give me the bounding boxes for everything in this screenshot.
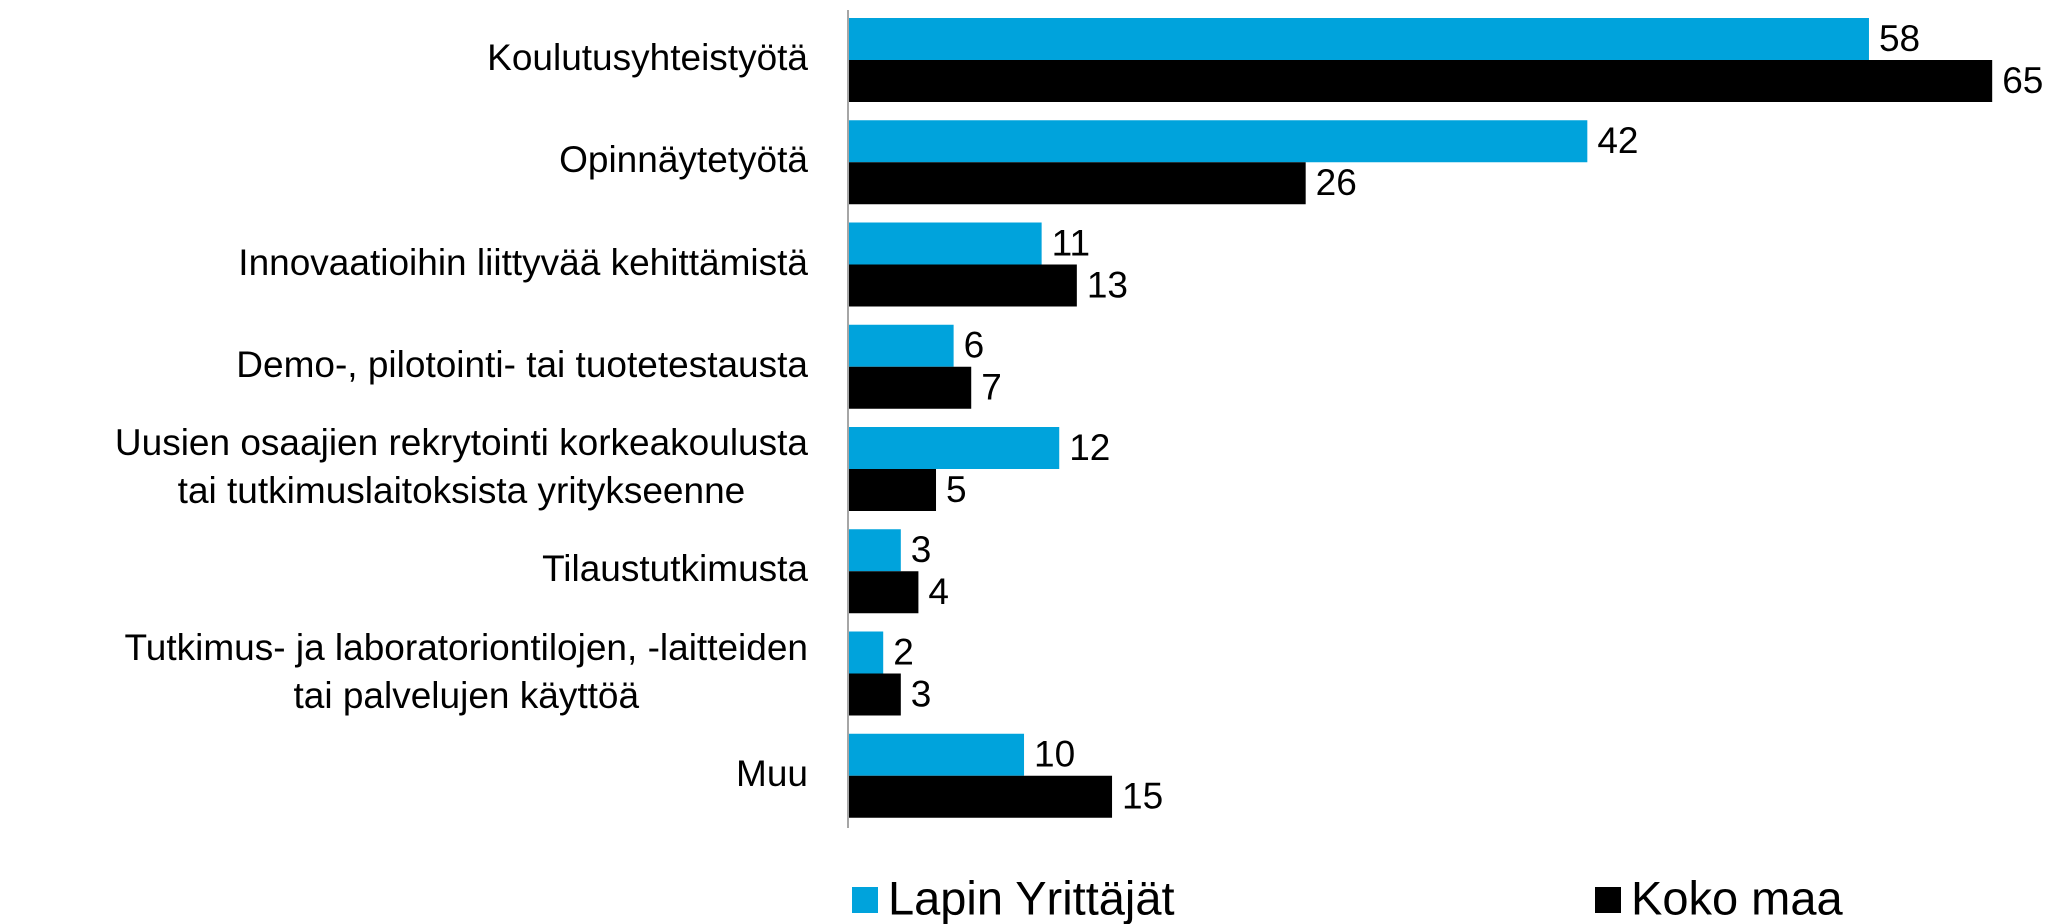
bar (848, 18, 1869, 60)
value-label: 12 (1069, 427, 1110, 468)
bar (848, 162, 1306, 205)
value-label: 26 (1316, 162, 1357, 203)
value-label: 3 (911, 673, 932, 714)
bar (848, 571, 919, 614)
value-label: 11 (1052, 222, 1090, 263)
bar (848, 529, 901, 572)
value-label: 5 (946, 469, 967, 510)
bar (848, 366, 972, 409)
bar (848, 60, 1993, 102)
value-label: 58 (1879, 18, 1920, 59)
bar (848, 427, 1060, 469)
bar (848, 631, 884, 674)
value-label: 6 (964, 325, 985, 366)
bar (848, 120, 1588, 163)
value-label: 13 (1087, 264, 1128, 305)
bar (848, 324, 954, 367)
legend-label: Koko maa (1631, 871, 1843, 924)
category-label: Koulutusyhteistyötä (487, 37, 808, 79)
bar (848, 733, 1025, 776)
value-label: 3 (911, 529, 932, 570)
value-label: 7 (981, 367, 1002, 408)
value-label: 42 (1597, 120, 1638, 161)
legend-swatch (1595, 887, 1621, 913)
category-label: Demo-, pilotointi- tai tuotetestausta (236, 343, 808, 385)
bar (848, 775, 1113, 818)
category-label: Muu (736, 752, 808, 794)
category-label: Tutkimus- ja laboratoriontilojen, -laitt… (124, 626, 808, 716)
category-label: Opinnäytetyötä (559, 139, 808, 181)
value-label: 4 (928, 571, 949, 612)
value-label: 10 (1034, 734, 1075, 775)
value-label: 65 (2002, 60, 2043, 101)
value-label: 15 (1122, 776, 1163, 817)
bar (848, 264, 1077, 307)
category-label: Tilaustutkimusta (542, 548, 808, 590)
category-label: Uusien osaajien rekrytointi korkeakoulus… (114, 422, 808, 512)
category-label: Innovaatioihin liittyvää kehittämistä (238, 241, 808, 283)
bar (848, 222, 1042, 265)
legend-label: Lapin Yrittäjät (888, 871, 1175, 924)
bar (848, 469, 937, 511)
bar (848, 673, 901, 716)
value-label: 2 (893, 631, 914, 672)
legend-swatch (852, 887, 878, 913)
